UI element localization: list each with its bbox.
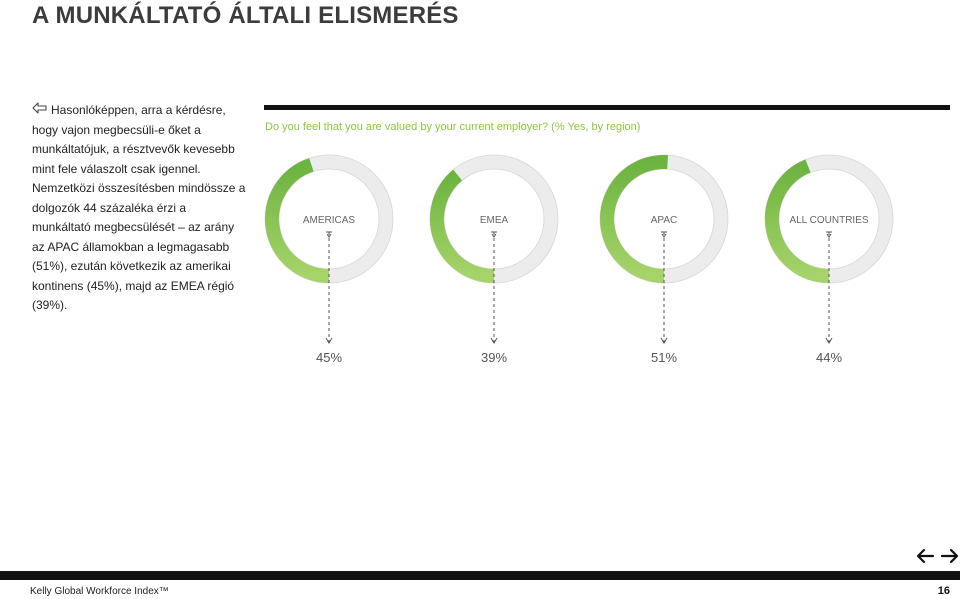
page-number: 16 [937, 585, 950, 597]
category-label: EMEA [480, 215, 509, 226]
pointer-arrowhead [825, 337, 833, 344]
hand-pointer-icon [32, 102, 47, 114]
body-paragraph: Hasonlóképpen, arra a kérdésre, hogy vaj… [32, 103, 246, 312]
pointer-top-marker [491, 231, 497, 238]
donut-value-arc [765, 159, 830, 283]
category-label: AMERICAS [303, 215, 356, 226]
footer-bar [0, 571, 960, 580]
donut-value-arc [265, 158, 330, 283]
pointer-arrowhead [490, 337, 498, 344]
value-label: 51% [651, 350, 677, 365]
pointer-top-marker [826, 231, 832, 238]
value-label: 45% [316, 350, 342, 365]
donut-value-arc [600, 155, 669, 283]
arrow-left-icon[interactable] [915, 547, 935, 565]
pointer-top-marker [661, 231, 667, 238]
chart-title: Do you feel that you are valued by your … [265, 121, 641, 133]
pointer-arrowhead [325, 337, 333, 344]
value-label: 39% [481, 350, 507, 365]
pointer-top-marker [326, 231, 332, 238]
footer-label: Kelly Global Workforce Index™ [30, 586, 169, 597]
arrow-right-icon[interactable] [940, 547, 960, 565]
value-label: 44% [816, 350, 842, 365]
pointer-arrowhead [660, 337, 668, 344]
category-label: ALL COUNTRIES [789, 215, 868, 226]
category-label: APAC [651, 215, 678, 226]
chart-top-divider [264, 105, 950, 110]
page-title: A MUNKÁLTATÓ ÁLTALI ELISMERÉS [32, 2, 459, 29]
donut-value-arc [430, 169, 495, 283]
